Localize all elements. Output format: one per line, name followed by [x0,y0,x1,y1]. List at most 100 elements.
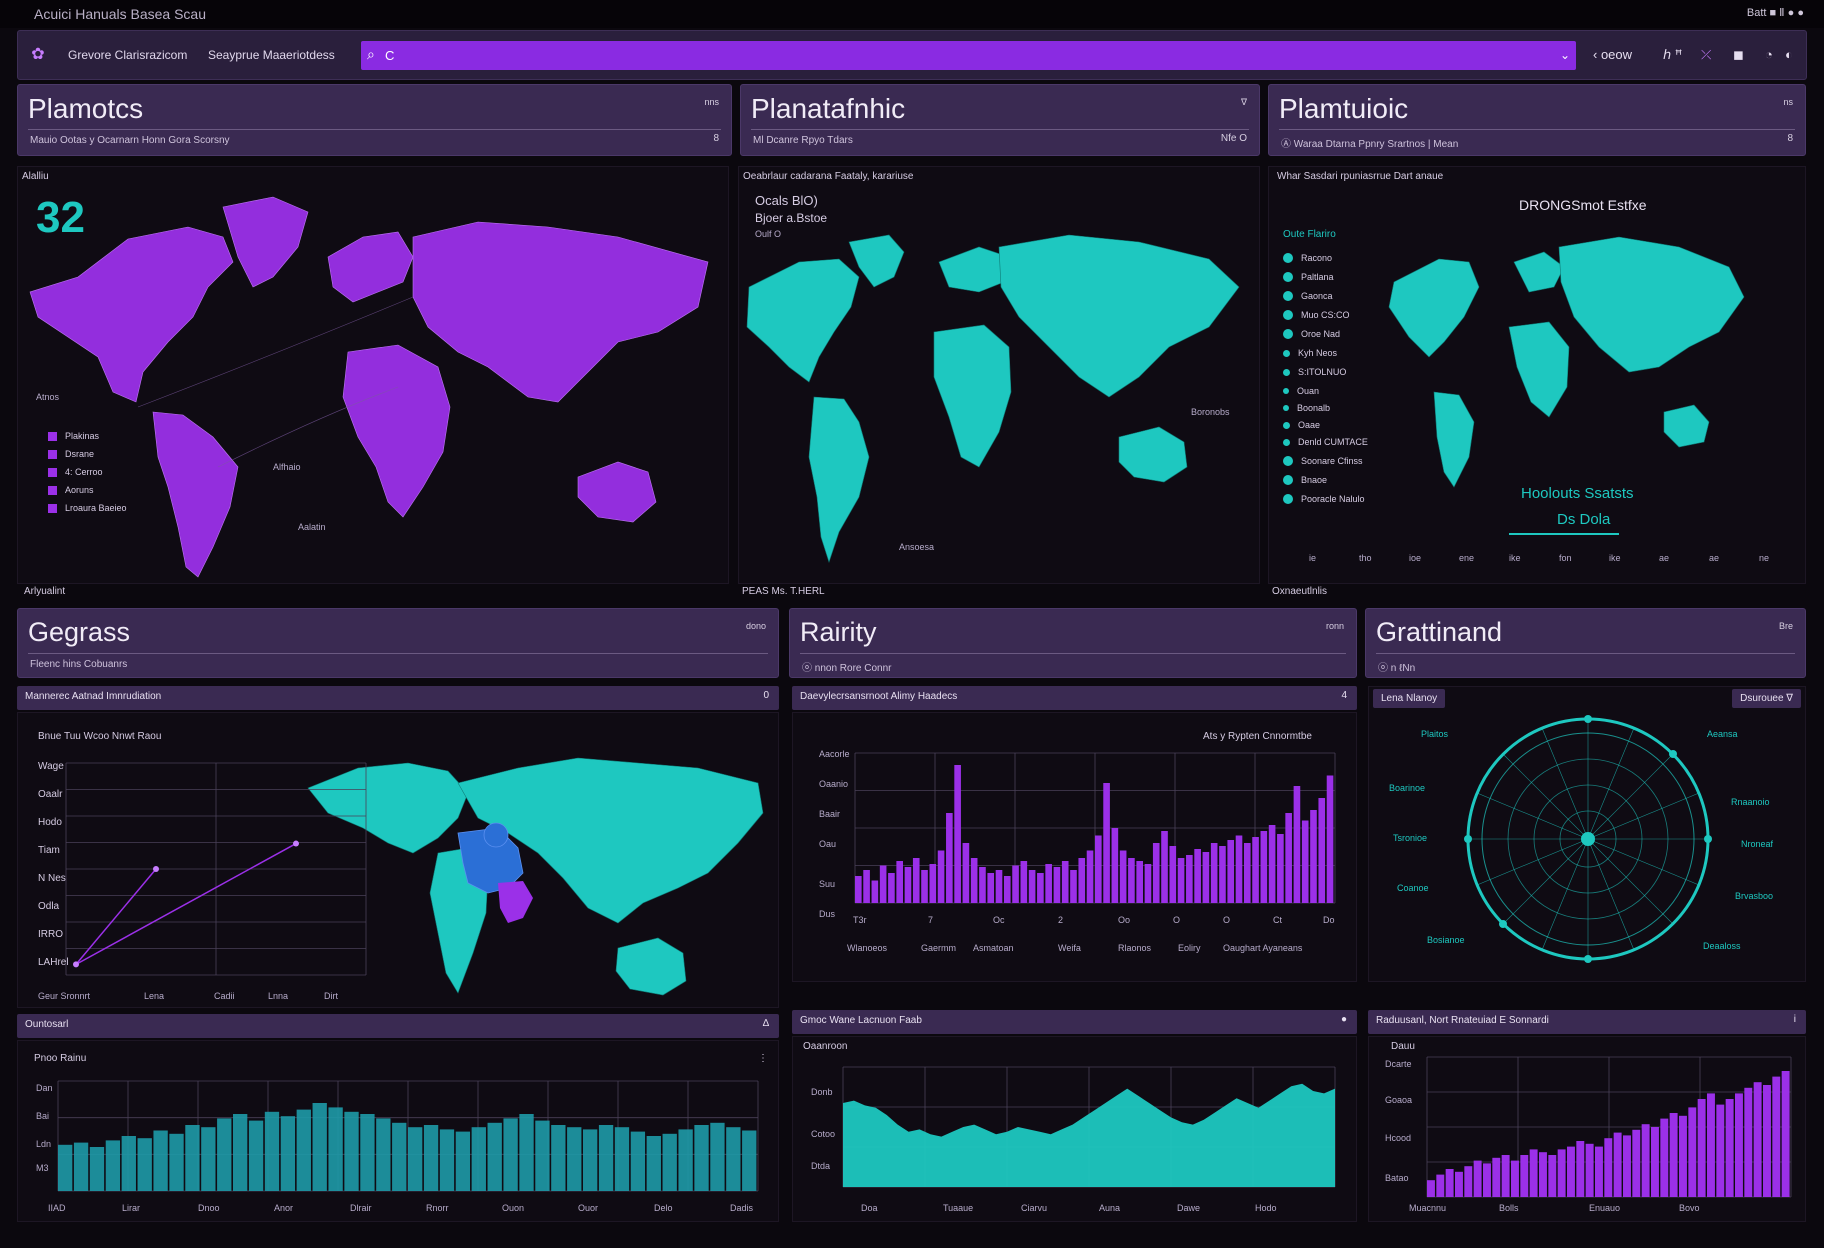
bar [296,1109,311,1191]
x-label: Oaughart Ayaneans [1223,943,1303,953]
radar-label: Coanoe [1397,883,1429,893]
app-logo-icon[interactable]: ✿ [31,46,45,63]
panel-title: Rairity [800,617,877,647]
filter-button[interactable]: ℎ ꟸ [1663,47,1683,62]
more-icon[interactable]: ⋮ [758,1053,768,1064]
x-label: Delo [654,1203,673,1213]
legend-item[interactable]: 4: Cerroo [48,467,103,477]
system-tray[interactable]: Batt ■ Ⅱ ● ● [1746,7,1804,19]
alert-icon[interactable]: ∆ [762,1018,769,1029]
map-panel-list: Whar Sasdari rpuniasrrue Dart anaue DRON… [1268,166,1806,584]
bar [153,1130,168,1191]
row-label: N Nes [38,873,66,884]
bar [455,1131,471,1191]
legend-item[interactable]: Bnaoe [1283,475,1327,485]
legend-item[interactable]: Muo CS:CO [1283,310,1350,320]
world-map-teal-2[interactable] [1269,167,1807,585]
stop-icon[interactable]: ◼ [1733,47,1744,62]
panel-subbar: Raduusanl, Nort Rnateuiad E Sonnardi i [1368,1010,1806,1034]
legend-item[interactable]: Paltlana [1283,272,1334,282]
y-tick: Dus [819,909,836,919]
bar [1651,1127,1659,1197]
bar [392,1122,407,1191]
legend-item[interactable]: Soonare Cfinss [1283,456,1363,466]
bar [89,1147,105,1191]
subbar-label: Gmoc Wane Lacnuon Faab [800,1015,922,1026]
bar [1086,850,1094,903]
info-icon[interactable]: i [1793,1014,1796,1025]
panel-option[interactable]: 8 [713,133,719,144]
bar [742,1130,757,1191]
panel-menu[interactable]: Bre [1778,621,1793,631]
legend-item[interactable]: Lroaura Baeieo [48,503,127,513]
panel-menu[interactable]: ronn [1325,621,1344,631]
bar [360,1114,375,1191]
app-subtitle[interactable]: Seayprue Maaeriotdess [208,48,335,62]
app-name[interactable]: Grevore Clarisrazicom [68,48,188,62]
settings-icon[interactable]: ◐ [1785,47,1793,62]
bar [1227,840,1235,903]
y-tick: Oau [819,839,837,849]
legend-item[interactable]: Plakinas [48,431,99,441]
panel-menu[interactable]: nns [704,97,719,107]
series-line [75,868,157,965]
x-tick: Oc [993,915,1005,925]
map-callout: Oulf O [755,229,782,239]
tab-right[interactable]: Dsurouee ∇ [1732,689,1801,708]
legend-item[interactable]: Gaonca [1283,291,1333,301]
legend-item[interactable]: Oaae [1283,420,1320,430]
x-label: IIAD [48,1203,66,1213]
legend-item[interactable]: Denld CUMTACE [1283,437,1368,447]
bar [105,1140,121,1191]
legend-item[interactable]: Dsrane [48,449,94,459]
world-map-teal-3[interactable] [18,713,780,1009]
legend-item[interactable]: Pooracle Nalulo [1283,494,1365,504]
search-bar[interactable]: ⌕ ⌄ [361,41,1576,70]
radar-chart[interactable] [1369,687,1807,983]
panel-caption: Alalliu [22,171,49,182]
world-map-purple[interactable] [18,167,730,585]
line-chart-svg[interactable] [38,757,388,987]
status-icon[interactable]: ● [1340,1014,1347,1025]
panel-option[interactable]: 8 [1787,133,1793,144]
world-map-teal[interactable] [739,167,1261,585]
map-bottom-subtitle: Ds Dola [1557,511,1611,528]
bar-chart-2[interactable] [1369,1037,1807,1223]
legend-item[interactable]: Oroe Nad [1283,329,1340,339]
user-icon[interactable]: ◔ [1765,47,1773,62]
panel-title: Planatafnhic [751,93,906,124]
legend-item[interactable]: Aoruns [48,485,94,495]
area-chart-2[interactable] [793,1037,1358,1223]
list-heading: Oute Flariro [1283,229,1336,240]
bar [855,876,862,903]
bar [1260,831,1268,903]
axis-label: Dirt [324,991,338,1001]
panel-subtitle: Ⓐ Waraa Dtarna Ppnry Srartnos | Mean [1281,139,1459,150]
map-note: Boronobs [1191,407,1230,417]
bar [471,1127,486,1191]
legend-item[interactable]: S:ITOLNUO [1283,367,1346,377]
panel-option[interactable]: Nfe O [1220,133,1247,144]
info-icon[interactable]: 0 [763,690,769,701]
legend-item[interactable]: Racono [1283,253,1332,263]
shuffle-icon[interactable]: ⤫ [1701,47,1712,62]
tab-left[interactable]: Lena Nlanoy [1373,689,1446,708]
panel-menu[interactable]: ns [1783,97,1793,107]
bar-chart[interactable] [793,713,1358,983]
row-label: Oaalr [38,789,63,800]
panel-menu[interactable]: dono [745,621,766,631]
back-button[interactable]: ‹ oeow [1593,47,1633,62]
info-icon[interactable]: 4 [1341,690,1347,701]
filter-icon[interactable]: ∇ [1240,97,1247,107]
chevron-down-icon[interactable]: ⌄ [1559,48,1570,62]
panel-title: Grattinand [1376,617,1503,647]
legend-item[interactable]: Boonalb [1283,403,1330,413]
map-panel-teal: Oeabrlaur cadarana Faataly, karariuse Oc… [738,166,1260,584]
legend-item[interactable]: Kyh Neos [1283,348,1337,358]
area-chart-1[interactable] [18,1041,780,1223]
legend-item[interactable]: Ouan [1283,386,1319,396]
x-label: Gaermm [921,943,957,953]
bar [896,861,903,903]
search-input[interactable] [385,41,1545,70]
bar [137,1138,152,1191]
